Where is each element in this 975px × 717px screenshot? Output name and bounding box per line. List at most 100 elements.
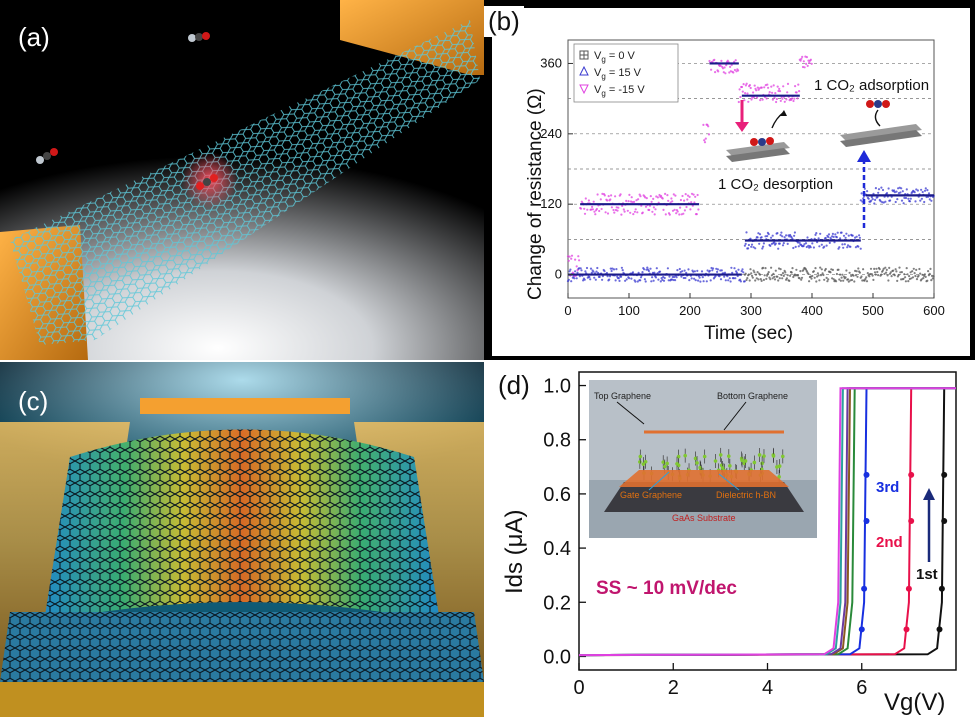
data-point [575,265,578,268]
data-point [619,193,622,196]
y-tick-label: 1.0 [543,376,571,398]
data-point [667,199,670,202]
data-point [682,212,685,215]
data-point [683,269,686,272]
data-point [846,246,849,249]
data-point [858,236,861,239]
data-point [690,277,693,280]
data-point [883,272,886,275]
data-point [846,244,850,247]
data-point [679,198,682,202]
data-point [932,275,935,278]
data-point [842,234,846,237]
data-point [806,64,809,67]
data-point [666,194,669,197]
y-axis-label: Ids (μA) [501,509,528,594]
data-point [707,133,711,136]
data-point [894,200,897,204]
data-point [603,270,606,273]
data-point [926,279,929,282]
data-point [792,99,795,103]
data-point [827,278,830,281]
data-point [668,275,671,278]
data-point [766,274,769,277]
data-point [730,266,733,269]
data-point [739,280,742,283]
data-point [773,275,776,278]
data-point [750,243,754,246]
data-point [749,86,752,90]
data-point [774,242,777,245]
data-point [770,266,773,269]
data-point [703,139,706,142]
data-point [864,277,867,281]
data-point [770,236,773,239]
data-point [740,270,743,273]
data-point [750,245,753,248]
data-point [889,271,892,274]
data-point [905,188,908,191]
data-point [706,269,709,272]
data-point [651,210,654,213]
y-tick-label: 0 [555,267,562,282]
data-point [813,276,816,279]
inset-atom [757,453,762,457]
data-point [782,85,785,88]
data-point [773,96,776,99]
data-point [791,267,794,270]
data-point [895,190,898,193]
data-point [772,84,775,87]
data-point [641,211,644,214]
data-point [785,234,788,237]
data-point [645,268,648,271]
data-point [785,277,788,280]
data-point [844,276,847,279]
data-point [757,278,760,281]
data-point [758,233,762,236]
data-point [678,213,681,216]
second-sweep-label: 2nd [876,534,903,551]
data-point [903,196,906,199]
data-point [870,199,873,202]
data-point [710,68,713,71]
data-point [852,274,855,277]
data-point [927,270,930,273]
data-point [817,274,820,277]
inset-label-gate-graphene: Gate Graphene [620,490,682,500]
data-point [633,210,636,213]
data-point [853,280,856,283]
data-point [914,274,917,278]
x-tick-label: 600 [923,303,945,318]
data-point [914,200,917,203]
data-point [838,278,841,281]
curve-marker [941,518,948,524]
data-point [746,277,749,280]
data-point [603,194,606,197]
inset-atom [702,454,707,459]
ids-vg-chart: 0 2 4 6 0.0 0.2 0.4 0.6 0.8 1.0 Top Graphene Bott… [501,371,957,716]
data-point [616,209,619,212]
data-point [851,234,854,237]
data-point [744,84,747,87]
data-point [716,270,719,273]
data-point [727,279,730,282]
data-point [647,269,650,273]
data-point [655,195,658,198]
data-point [649,195,652,198]
data-point [595,207,598,211]
data-point [578,275,581,278]
data-point [714,71,717,74]
data-point [606,212,610,215]
inset-atom [726,454,731,458]
data-point [890,275,893,278]
data-point [814,233,817,236]
data-point [831,232,834,235]
data-point [827,235,830,239]
data-point [567,259,570,262]
data-point [779,99,782,102]
data-point [679,271,682,274]
data-point [794,245,797,248]
x-tick-label: 0 [573,677,584,699]
data-point [688,195,691,198]
data-point [621,204,624,207]
